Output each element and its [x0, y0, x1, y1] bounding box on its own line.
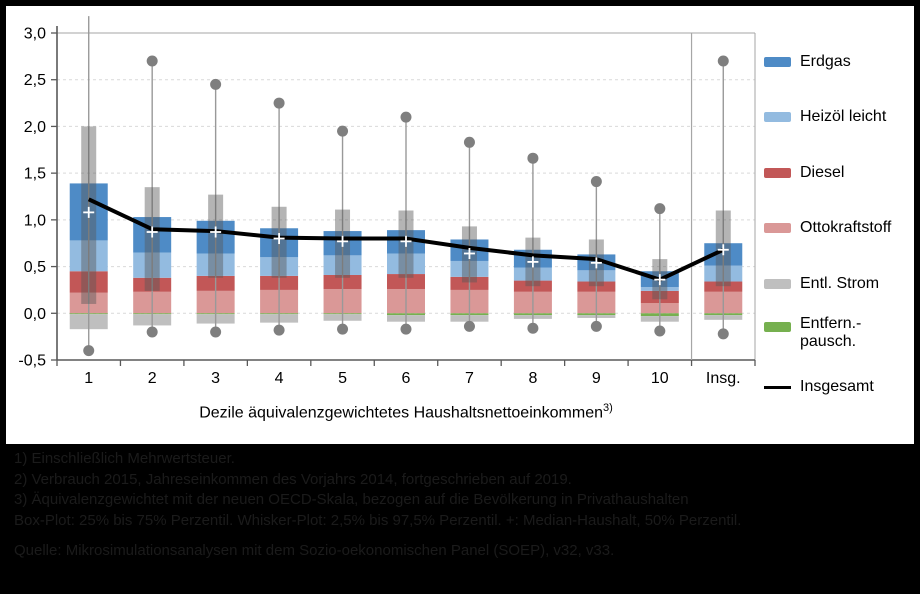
legend-item-entfern-pausch: Entfern.- pausch.	[764, 312, 912, 360]
whisker-high-dot	[337, 125, 349, 137]
footnotes: 1) Einschließlich Mehrwertsteuer. 2) Verb…	[14, 449, 906, 562]
chart-panel: 3,0 2,5 2,0 1,5 1,0 0,5 0,0 -0,5 1 2 3 4 5 6 7 8 9 10 Insg…	[6, 6, 914, 444]
footnote-line: 3) Äquivalenzgewichtet mit der neuen OEC…	[14, 491, 689, 508]
legend-label-heizöl-leicht: Heizöl leicht	[800, 108, 887, 126]
legend-label-insgesamt: Insgesamt	[800, 378, 874, 396]
footnote-line: 2) Verbrauch 2015, Jahreseinkommen des V…	[14, 470, 572, 488]
legend-label-erdgas: Erdgas	[800, 52, 851, 70]
whisker-high-dot	[654, 203, 666, 215]
legend-swatch-diesel	[764, 167, 791, 178]
x-axis-tick-label: Insg.	[706, 370, 741, 387]
legend-swatch-entfern-pausch	[764, 321, 791, 332]
whisker-high-dot	[210, 78, 222, 90]
x-axis-tick-label: 5	[338, 370, 347, 387]
x-axis-tick-label: 8	[528, 370, 537, 387]
whisker-high-dot	[146, 55, 158, 67]
legend-item-entl-strom: Entl. Strom	[764, 256, 912, 312]
whisker-low-dot	[337, 323, 349, 335]
x-axis-title: Dezile äquivalenzgewichtetes Haushaltsne…	[57, 402, 755, 422]
legend-item-insgesamt: Insgesamt	[764, 360, 912, 416]
whisker-low-dot	[210, 326, 222, 338]
whisker-high-dot	[590, 176, 602, 188]
whisker-high-dot	[273, 97, 285, 109]
whisker-low-dot	[527, 322, 539, 334]
legend-item-diesel: Diesel	[764, 145, 912, 201]
legend: Erdgas Heizöl leicht Diesel Ottokraftstoff E…	[764, 34, 912, 415]
y-axis-tick-label: 0,5	[24, 259, 46, 276]
whisker-low-dot	[717, 328, 729, 340]
x-axis-tick-label: 4	[275, 370, 284, 387]
legend-label-entfern-pausch: Entfern.- pausch.	[800, 314, 862, 350]
y-axis-tick-label: 3,0	[24, 26, 46, 43]
whisker-low-dot	[146, 326, 158, 338]
whisker-high-dot	[527, 152, 539, 164]
legend-label-diesel: Diesel	[800, 163, 845, 181]
footnote-line: 1) Einschließlich Mehrwertsteuer.	[14, 450, 235, 467]
whisker-low-dot	[273, 324, 285, 336]
x-axis-tick-label: 7	[465, 370, 474, 387]
y-axis-tick-label: -0,5	[18, 353, 46, 370]
y-axis-tick-label: 0,0	[24, 306, 46, 323]
y-axis-tick-label: 2,0	[24, 119, 46, 136]
whisker-low-dot	[83, 345, 95, 357]
whisker-low-dot	[654, 325, 666, 337]
x-axis-title-footnote-ref: 3)	[603, 402, 613, 414]
legend-item-heizöl-leicht: Heizöl leicht	[764, 90, 912, 146]
y-axis-tick-label: 2,5	[24, 72, 46, 89]
whisker-high-dot	[463, 136, 475, 148]
x-axis-tick-label: 9	[592, 370, 601, 387]
x-axis-tick-label: 10	[651, 370, 669, 387]
source-line: Quelle: Mikrosimulationsanalysen mit dem…	[14, 542, 615, 559]
legend-label-ottokraftstoff: Ottokraftstoff	[800, 219, 892, 237]
x-axis-tick-label: 6	[402, 370, 411, 387]
x-axis-tick-label: 1	[84, 370, 93, 387]
y-axis-tick-label: 1,5	[24, 166, 46, 183]
legend-swatch-erdgas	[764, 56, 791, 67]
whisker-high-dot	[717, 55, 729, 67]
footnote-line: Box-Plot: 25% bis 75% Perzentil. Whisker…	[14, 511, 742, 529]
legend-label-entl-strom: Entl. Strom	[800, 274, 880, 292]
whisker-low-dot	[400, 323, 412, 335]
chart-canvas: 3,0 2,5 2,0 1,5 1,0 0,5 0,0 -0,5 1 2 3 4 5 6 7 8 9 10 Insg…	[18, 16, 756, 387]
x-axis-tick-label: 3	[211, 370, 220, 387]
whisker-low-dot	[463, 320, 475, 332]
legend-item-erdgas: Erdgas	[764, 34, 912, 90]
legend-swatch-heizöl-leicht	[764, 112, 791, 123]
legend-swatch-entl-strom	[764, 278, 791, 289]
legend-swatch-insgesamt	[764, 385, 791, 389]
legend-item-ottokraftstoff: Ottokraftstoff	[764, 201, 912, 257]
x-axis-tick-label: 2	[148, 370, 157, 387]
box-q25-q75	[144, 187, 160, 291]
x-axis-title-text: Dezile äquivalenzgewichtetes Haushaltsne…	[199, 404, 603, 422]
legend-swatch-ottokraftstoff	[764, 223, 791, 234]
y-axis-tick-label: 1,0	[24, 212, 46, 229]
whisker-low-dot	[590, 320, 602, 332]
whisker-high-dot	[400, 111, 412, 123]
